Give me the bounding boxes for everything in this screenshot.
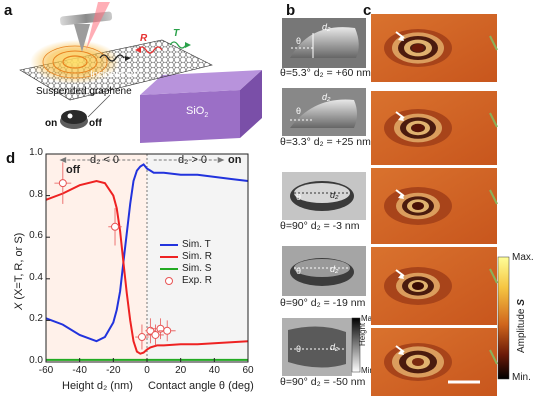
x-tick-label: 20 <box>175 365 187 376</box>
profile-d2-4: d₂ <box>330 264 339 274</box>
amplitude-map-2 <box>371 91 498 165</box>
profile-caption-4: θ=90° d₂ = -19 nm <box>280 297 366 309</box>
sio2-label: SiO2 <box>186 105 209 120</box>
height-colorbar <box>351 317 361 373</box>
exp-r-point-7 <box>158 320 176 342</box>
exp-r-point-1 <box>54 162 72 204</box>
sio2-side-face <box>240 70 262 138</box>
x-tick-label: -20 <box>106 365 121 376</box>
region-right-label: d₂ > 0 <box>178 154 208 166</box>
amplitude-map-4 <box>371 247 498 325</box>
height-bar-min: Min. <box>361 366 377 375</box>
region-left-label: d₂ < 0 <box>90 154 120 166</box>
afm-tip <box>74 24 90 52</box>
switch-off-label: off <box>89 118 102 129</box>
reflected-wave-arrow <box>137 46 163 54</box>
laser-beam <box>86 2 110 50</box>
x-tick-label: -40 <box>72 365 87 376</box>
amplitude-min: Min. <box>512 372 531 383</box>
series-line-sim-r <box>45 179 249 355</box>
panel-label-a: a <box>4 2 13 19</box>
chart-legend <box>160 244 178 285</box>
profile-theta-3: θ <box>296 192 302 202</box>
amplitude-map-5 <box>371 328 498 396</box>
profile-caption-2: θ=3.3° d₂ = +25 nm <box>280 136 371 148</box>
transmitted-wave-arrow <box>169 41 187 49</box>
amplitude-map-1 <box>371 14 498 82</box>
profile-d2-5: d₂ <box>330 342 339 352</box>
profile-caption-3: θ=90° d₂ = -3 nm <box>280 220 360 232</box>
amplitude-map-3 <box>371 168 498 244</box>
x-tick-label: -60 <box>38 365 54 376</box>
legend-swatch-4 <box>165 277 173 285</box>
legend-label-3: Sim. S <box>182 263 212 274</box>
x-axis-label-left: Height d₂ (nm) <box>62 380 133 392</box>
profile-theta-5: θ <box>296 344 302 354</box>
reflection-symbol: R <box>140 33 148 44</box>
exp-r-point-2 <box>108 208 122 246</box>
panel-label-c: c <box>363 2 372 19</box>
graphene-schematic <box>19 2 262 143</box>
y-tick-label: 0.8 <box>29 188 43 200</box>
profile-caption-5: θ=90° d₂ = -50 nm <box>280 376 366 388</box>
exp-r-point-3 <box>135 324 149 350</box>
y-tick-label: 0.0 <box>29 355 43 366</box>
y-tick-label: 0.2 <box>29 313 43 325</box>
profile-caption-1: θ=5.3° d₂ = +60 nm <box>280 67 371 79</box>
profile-theta-2: θ <box>296 106 302 116</box>
switch-on-label: on <box>45 118 58 129</box>
panel-label-d: d <box>6 150 16 167</box>
transmission-symbol: T <box>173 28 180 39</box>
incident-wave-arrow <box>99 54 125 62</box>
suspended-graphene-label: Suspended graphene <box>36 86 132 97</box>
x-tick-label: 40 <box>208 365 220 376</box>
profile-theta-4: θ <box>296 266 302 276</box>
x-tick-label: 0 <box>144 365 150 376</box>
profile-theta-1: θ <box>296 36 302 46</box>
legend-label-2: Sim. R <box>182 251 212 262</box>
profile-d2-1: d₂ <box>322 22 331 32</box>
profile-d2-3: d₂ <box>330 190 339 200</box>
y-tick-label: 0.6 <box>29 230 43 242</box>
legend-label-1: Sim. T <box>182 239 211 250</box>
off-label: off <box>66 164 81 176</box>
profile-d2-2: d₂ <box>322 92 331 102</box>
amplitude-colorbar <box>497 256 510 380</box>
height-bar-max: Max. <box>361 314 379 323</box>
sio2-top-face <box>140 70 262 95</box>
legend-label-4: Exp. R <box>182 275 213 286</box>
x-tick-label: 60 <box>242 365 254 376</box>
y-tick-label: 1.0 <box>29 147 43 158</box>
x-axis-label-right: Contact angle θ (deg) <box>148 380 254 392</box>
amplitude-max: Max. <box>512 252 534 263</box>
y-tick-label: 0.4 <box>29 271 43 283</box>
incident-gp-label: Incident GP <box>90 69 140 80</box>
on-label: on <box>228 154 242 166</box>
sio2-front-face <box>140 90 240 143</box>
panel-label-b: b <box>286 2 296 19</box>
series-line-sim-t <box>45 163 249 343</box>
exp-r-point-5 <box>147 324 164 346</box>
